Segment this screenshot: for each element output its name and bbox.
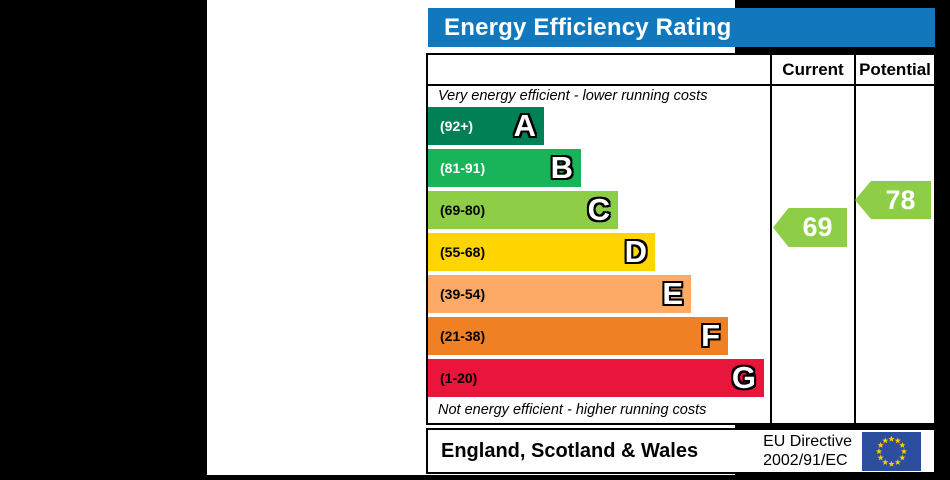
column-header-potential: Potential [859,60,931,79]
page-title: Energy Efficiency Rating [444,13,732,41]
band-range-label: (39-54) [440,286,486,302]
band-letter: C [587,192,610,227]
band-letter: F [701,318,720,353]
band-range-label: (92+) [440,118,474,134]
footer: England, Scotland & Wales EU Directive 2… [426,428,936,474]
bottom-note: Not energy efficient - higher running co… [438,402,707,418]
eu-directive-line1: EU Directive [763,432,852,450]
band-row-c: (69-80) C [428,191,618,229]
band-range-label: (69-80) [440,202,486,218]
top-note: Very energy efficient - lower running co… [438,88,708,104]
band-range-label: (1-20) [440,370,478,386]
region-label: England, Scotland & Wales [441,439,699,462]
header-divider [428,84,934,86]
potential-rating-arrow: 78 [855,181,931,219]
band-letter: A [513,108,536,143]
current-rating-value: 69 [802,212,833,242]
potential-column-divider [854,55,856,423]
band-row-a: (92+) A [428,107,544,145]
title-bar: Energy Efficiency Rating [428,8,935,47]
current-column-divider [770,55,772,423]
eu-flag-icon [862,431,921,471]
band-letter: B [550,150,573,185]
band-row-e: (39-54) E [428,275,691,313]
band-row-g: (1-20) G [428,359,764,397]
potential-rating-value: 78 [885,184,916,215]
band-row-d: (55-68) D [428,233,655,271]
band-row-b: (81-91) B [428,149,581,187]
column-header-current: Current [782,60,844,79]
chart-panel: Energy Efficiency Rating Current Potenti… [207,0,936,475]
band-letter: E [662,276,683,311]
rating-table: Current Potential Very energy efficient … [426,53,936,425]
eu-directive-line2: 2002/91/EC [763,452,848,469]
band-range-label: (21-38) [440,328,486,344]
band-row-f: (21-38) F [428,317,728,355]
current-rating-arrow: 69 [773,208,847,247]
band-range-label: (81-91) [440,160,486,176]
band-letter: G [731,360,756,395]
eu-directive-label: EU Directive 2002/91/EC [763,432,852,470]
band-range-label: (55-68) [440,244,486,260]
band-letter: D [624,234,647,269]
